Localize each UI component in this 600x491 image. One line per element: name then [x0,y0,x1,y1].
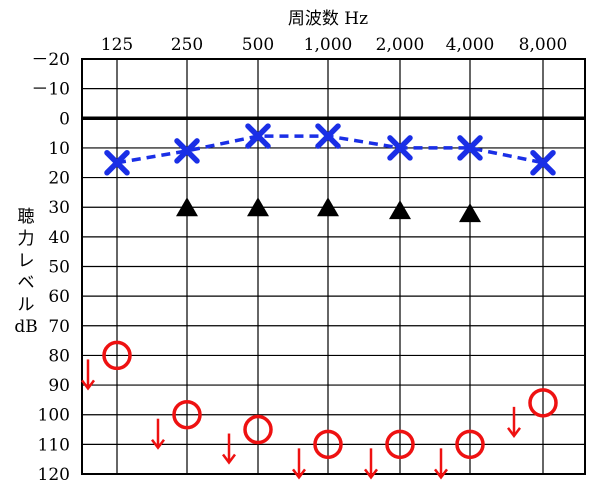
scale-out-marker [364,429,415,480]
y-tick-label: 40 [48,228,70,248]
y-tick-label: 60 [48,287,70,307]
data-marks [81,123,558,480]
circle-marker [243,414,273,445]
x-marker [387,135,413,161]
x-marker [245,123,271,149]
x-axis-title: 周波数 Hz [288,9,368,29]
scale-out-marker [222,414,273,465]
circle-marker [385,429,415,460]
y-tick-label: 90 [48,376,70,396]
arrow-head [81,379,95,391]
y-tick-label: 80 [48,346,70,366]
y-tick-label: 70 [48,317,70,337]
scale-out-marker [434,429,485,480]
x-marker [315,123,341,149]
x-tick-label: 500 [242,35,274,55]
arrow-head [222,453,236,465]
x-marker [530,150,556,176]
triangle-marker [389,200,411,220]
x-marker-stroke [315,123,341,149]
y-axis-title-char: 力 [18,229,35,249]
y-tick-label: 10 [48,139,70,159]
y-tick-label: 110 [38,435,70,455]
x-marker-stroke [457,135,483,161]
x-tick-label: 1,000 [304,35,353,55]
x-marker-stroke [530,150,556,176]
scale-out-marker [151,399,202,450]
y-tick-label: 100 [38,406,70,426]
y-tick-label: 30 [48,198,70,218]
scale-out-marker [507,388,558,438]
x-tick-label: 125 [101,35,133,55]
y-tick-label: －10 [31,80,70,100]
x-marker [174,138,200,164]
circle-marker [102,340,132,371]
y-tick-label: 20 [48,169,70,189]
triangle-marker [459,203,481,223]
y-axis-title-unit: dB [14,317,37,337]
y-tick-label: 0 [59,109,70,129]
y-tick-label: 120 [38,465,70,485]
circle-marker [455,429,485,460]
circle-marker [172,399,202,430]
x-marker-stroke [245,123,271,149]
grid [81,58,586,475]
scale-out-marker [81,340,132,391]
x-marker [457,135,483,161]
y-axis-title-char: レ [18,251,35,271]
x-tick-label: 2,000 [376,35,425,55]
y-axis-title-char: ル [18,295,35,315]
y-axis-title-char: ベ [18,273,35,293]
y-tick-label: －20 [31,50,70,70]
x-marker-stroke [104,150,130,176]
x-tick-labels: 125 250 500 1,000 2,000 4,000 8,000 [101,35,568,55]
x-tick-label: 4,000 [446,35,495,55]
y-tick-labels: －20 －10 0 10 20 30 40 50 60 70 80 90 100 110 120 [31,50,70,485]
x-marker-stroke [174,138,200,164]
triangle-marker [247,197,269,217]
scale-out-marker [292,429,343,480]
x-tick-label: 8,000 [519,35,568,55]
x-tick-label: 250 [171,35,203,55]
arrow-head [292,468,306,480]
triangle-marker [317,197,339,217]
x-marker-stroke [387,135,413,161]
circle-marker [313,429,343,460]
arrow-head [364,468,378,480]
arrow-head [151,438,165,450]
x-marker [104,150,130,176]
arrow-head [507,427,521,438]
triangle-marker [176,197,198,217]
y-axis-title-char: 聴 [18,207,35,227]
circle-marker [528,388,558,418]
y-tick-label: 50 [48,258,70,278]
arrow-head [434,468,448,480]
